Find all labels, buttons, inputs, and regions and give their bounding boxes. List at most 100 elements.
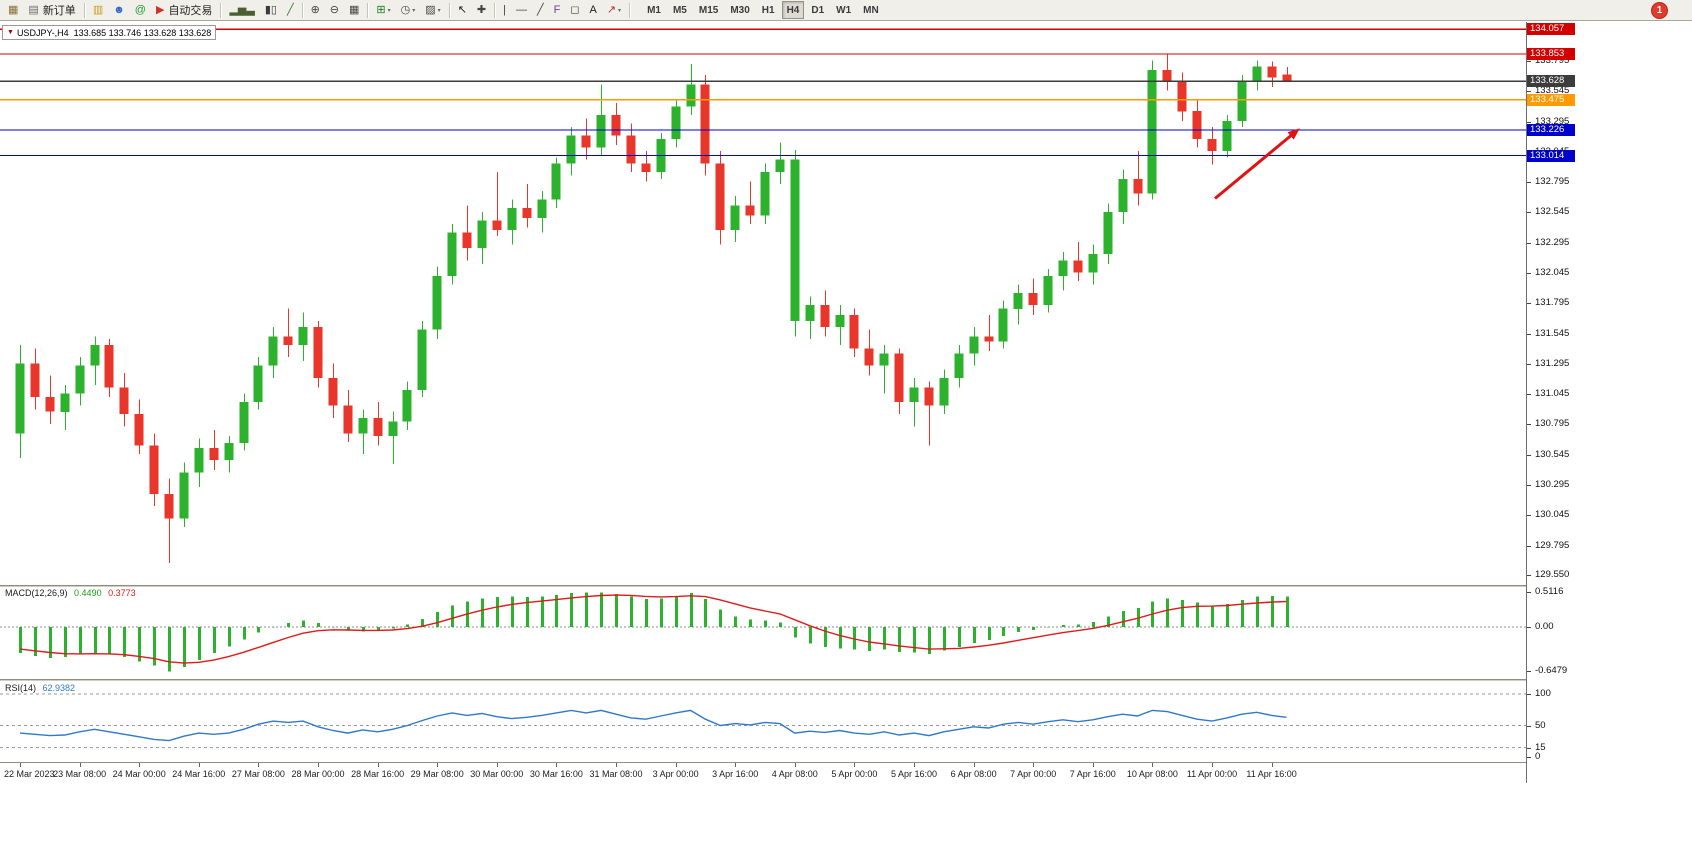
vertical-line-icon[interactable]: |	[499, 1, 510, 20]
zoom-out-icon[interactable]: ⊖	[326, 1, 343, 20]
time-tick-mark	[794, 763, 796, 767]
tile-windows-icon[interactable]: ▦	[345, 1, 363, 20]
price-tick-label: 131.295	[1535, 357, 1570, 369]
time-tick-mark	[1271, 763, 1273, 767]
toolbar-separator	[494, 2, 496, 18]
time-tick-mark	[675, 763, 677, 767]
bar-chart-icon[interactable]: ▂▅▃	[225, 1, 258, 20]
price-tick-label: 130.795	[1535, 418, 1570, 430]
price-line-badge: 133.014	[1527, 149, 1575, 162]
timeframe-d1[interactable]: D1	[811, 4, 825, 16]
macd-panel[interactable]	[0, 589, 1526, 675]
price-line-badge: 133.226	[1527, 123, 1575, 136]
timeframe-h1[interactable]: H1	[761, 4, 775, 16]
price-tick-label: 132.045	[1535, 266, 1570, 278]
arrows-icon[interactable]: ↗ ▾	[603, 1, 625, 20]
zoom-out-icon-glyph: ⊖	[329, 3, 339, 16]
price-tick-label: 131.795	[1535, 297, 1570, 309]
macd-scale-label: 0.00	[1535, 621, 1554, 633]
timeframe-h4[interactable]: H4	[781, 1, 805, 19]
trendline-icon-glyph: ╱	[536, 3, 544, 16]
price-tick-mark	[1527, 454, 1531, 456]
text-icon[interactable]: A	[585, 1, 600, 20]
price-tick-label: 131.545	[1535, 327, 1570, 339]
rsi-panel[interactable]	[0, 682, 1526, 762]
accounts-icon[interactable]: ☻	[109, 1, 129, 20]
collapse-triangle-icon[interactable]: ▼	[7, 29, 14, 36]
auto-trading-button[interactable]: ▶ 自动交易	[152, 1, 216, 20]
arrows-icon-dropdown-caret[interactable]: ▾	[618, 7, 622, 14]
chart-symbol-period: USDJPY-,H4	[16, 27, 69, 38]
templates-icon[interactable]: ▨ ▾	[421, 1, 444, 20]
bar-chart-icon-glyph: ▂▅▃	[229, 3, 255, 16]
price-tick-mark	[1527, 91, 1531, 93]
price-tick-mark	[1527, 212, 1531, 214]
price-tick-label: 132.795	[1535, 176, 1570, 188]
new-chart-icon-dropdown-caret[interactable]: ▾	[387, 7, 391, 14]
templates-icon-dropdown-caret[interactable]: ▾	[437, 7, 441, 14]
time-label: 3 Apr 00:00	[652, 769, 699, 779]
time-tick-mark	[973, 763, 975, 767]
time-label: 29 Mar 08:00	[410, 769, 464, 779]
time-axis[interactable]: 22 Mar 2023 23 Mar 08:00 24 Mar 00:00 24 Ma…	[0, 762, 1692, 783]
time-tick-mark	[377, 763, 379, 767]
price-scale[interactable]: 133.795133.545133.295133.045132.795132.5…	[1526, 22, 1692, 783]
timeframe-mn[interactable]: MN	[863, 4, 879, 16]
time-tick-mark	[198, 763, 200, 767]
time-tick-mark	[616, 763, 617, 767]
panel-separator[interactable]	[0, 679, 1692, 681]
macd-signal-value: 0.3773	[108, 588, 136, 598]
time-label: 10 Apr 08:00	[1126, 769, 1178, 779]
line-chart-icon[interactable]: ╱	[283, 1, 298, 20]
price-tick-label: 132.545	[1535, 206, 1570, 218]
cursor-icon[interactable]: ↖	[454, 1, 471, 20]
timeframe-m15[interactable]: M15	[698, 4, 719, 16]
macd-tick-mark	[1527, 671, 1531, 673]
time-tick-mark	[854, 763, 856, 767]
new-chart-icon[interactable]: ⊞ ▾	[372, 1, 394, 20]
new-order-button[interactable]: ▤ 新订单	[24, 1, 79, 20]
timeframe-m5[interactable]: M5	[672, 4, 687, 16]
community-icon[interactable]: @	[131, 1, 150, 20]
panel-separator[interactable]	[0, 585, 1692, 587]
trendline-icon[interactable]: ╱	[533, 1, 548, 20]
timeframe-m1[interactable]: M1	[647, 4, 661, 16]
notifications-badge[interactable]: 1	[1651, 2, 1668, 19]
toolbar-separator	[301, 2, 303, 18]
price-tick-label: 130.045	[1535, 509, 1570, 521]
timeframe-m30[interactable]: M30	[730, 4, 750, 16]
auto-trading-button-label: 自动交易	[168, 5, 213, 17]
zoom-in-icon[interactable]: ⊕	[307, 1, 324, 20]
chart-info-box[interactable]: ▼ USDJPY-,H4 133.685 133.746 133.628 133…	[2, 25, 217, 40]
price-tick-mark	[1527, 545, 1531, 547]
rsi-tick-mark	[1527, 757, 1531, 758]
macd-indicator-label: MACD(12,26,9) 0.4490 0.3773	[5, 588, 140, 598]
time-tick-mark	[139, 763, 141, 767]
horizontal-line-icon[interactable]: —	[512, 1, 531, 20]
periods-icon-dropdown-caret[interactable]: ▾	[412, 7, 416, 14]
price-tick-mark	[1527, 60, 1531, 62]
rsi-tick-mark	[1527, 694, 1531, 695]
timeframe-w1[interactable]: W1	[836, 4, 852, 16]
fibonacci-icon[interactable]: F	[550, 1, 565, 20]
periods-icon[interactable]: ◷ ▾	[397, 1, 420, 20]
macd-name: MACD(12,26,9)	[5, 588, 68, 598]
price-chart[interactable]	[0, 24, 1526, 585]
rsi-tick-mark	[1527, 747, 1531, 749]
macd-tick-mark	[1527, 592, 1531, 594]
price-tick-mark	[1527, 303, 1531, 305]
time-label: 24 Mar 16:00	[172, 769, 226, 779]
crosshair-icon[interactable]: ✚	[473, 1, 490, 20]
chart-window-icon[interactable]: ▦	[4, 1, 22, 20]
toolbar-separator	[448, 2, 450, 18]
candlestick-chart-icon[interactable]: ▮▯	[261, 1, 281, 20]
market-watch-icon[interactable]: ▥	[89, 1, 107, 20]
chart-ohlc-values: 133.685 133.746 133.628 133.628	[73, 27, 212, 38]
shapes-icon[interactable]: ◻	[566, 1, 583, 20]
time-label: 28 Mar 16:00	[351, 769, 405, 779]
price-tick-label: 131.045	[1535, 388, 1570, 400]
price-tick-mark	[1527, 424, 1531, 426]
vertical-line-icon-glyph: |	[503, 3, 506, 16]
time-tick-mark	[258, 763, 260, 767]
